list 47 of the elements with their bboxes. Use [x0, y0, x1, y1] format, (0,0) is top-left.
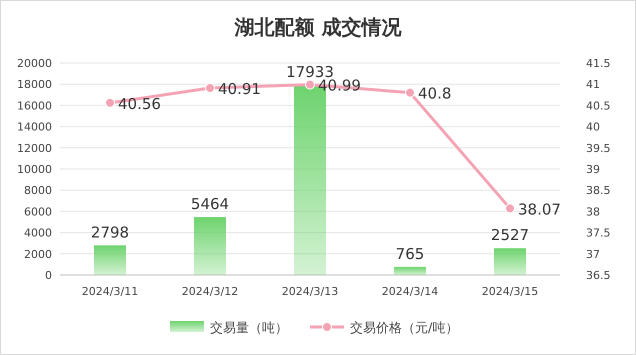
y-tick-label: 12000	[17, 142, 52, 155]
point	[105, 98, 115, 108]
y-tick-label: 4000	[24, 226, 52, 240]
y2-tick-label: 37	[586, 248, 600, 261]
point	[405, 88, 415, 98]
point	[205, 83, 215, 94]
legend-label: 交易价格（元/吨）	[350, 320, 458, 336]
x-tick-label: 2024/3/11	[82, 285, 138, 298]
chart-title: 湖北配额 成交情况	[234, 15, 402, 39]
bar	[494, 248, 526, 275]
y-tick-label: 20000	[17, 57, 52, 70]
x-tick-label: 2024/3/13	[282, 285, 338, 298]
y-tick-label: 18000	[17, 78, 52, 92]
data-label: 40.91	[218, 80, 261, 98]
data-label: 40.8	[418, 84, 452, 103]
legend-label: 交易量（吨）	[210, 320, 288, 336]
data-label: 5464	[190, 195, 230, 214]
point	[305, 80, 315, 90]
y2-tick-label: 40.5	[586, 99, 610, 112]
data-label: 40.56	[118, 94, 161, 113]
x-tick-label: 2024/3/14	[382, 285, 438, 298]
data-label: 2798	[90, 223, 130, 242]
y2-tick-label: 38.5	[586, 184, 610, 198]
y2-tick-label: 38	[586, 205, 600, 218]
y2-tick-label: 41	[586, 78, 600, 92]
y-tick-label: 16000	[17, 99, 52, 112]
y2-tick-label: 39	[586, 163, 600, 176]
y2-tick-label: 36.5	[586, 269, 610, 282]
bar	[194, 217, 226, 275]
bar	[394, 266, 426, 275]
y2-tick-label: 40	[586, 120, 600, 134]
data-label: 2527	[490, 226, 530, 244]
y-tick-label: 14000	[17, 120, 52, 134]
data-label: 38.07	[518, 200, 561, 218]
y-tick-label: 0	[45, 269, 52, 282]
y-tick-label: 6000	[24, 205, 52, 218]
data-label: 765	[396, 244, 424, 263]
y-tick-label: 2000	[24, 248, 52, 261]
y2-tick-label: 41.5	[586, 57, 610, 70]
x-tick-label: 2024/3/15	[482, 285, 538, 298]
y2-tick-label: 37.5	[586, 226, 610, 240]
bar	[94, 245, 126, 275]
y-tick-label: 10000	[17, 163, 52, 176]
point	[505, 203, 515, 214]
y-tick-label: 8000	[24, 184, 52, 198]
x-tick-label: 2024/3/12	[182, 285, 238, 298]
y2-tick-label: 39.5	[586, 142, 610, 155]
